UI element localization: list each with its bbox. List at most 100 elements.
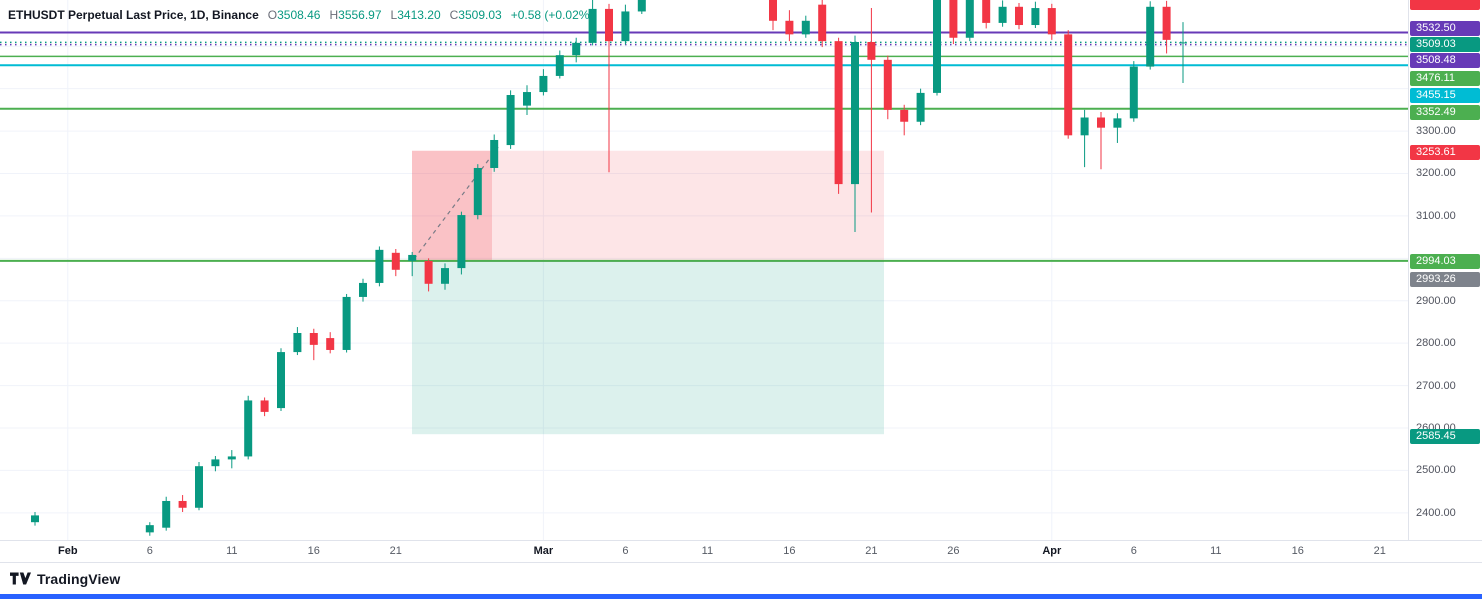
time-tick-label-16: 16 bbox=[783, 545, 796, 557]
candle-body bbox=[523, 92, 531, 106]
symbol-legend[interactable]: ETHUSDT Perpetual Last Price, 1D, Binanc… bbox=[8, 8, 593, 22]
time-tick-label-Mar: Mar bbox=[533, 545, 554, 557]
time-tick-label-Apr: Apr bbox=[1042, 545, 1062, 557]
legend-change-value: +0.58 (+0.02%) bbox=[510, 8, 594, 22]
time-tick-label-11: 11 bbox=[226, 545, 238, 557]
candle-body bbox=[588, 8, 597, 43]
candle-body bbox=[277, 352, 285, 409]
candle-body bbox=[834, 41, 843, 185]
candle-body bbox=[342, 296, 351, 350]
candles-layer bbox=[31, 0, 1187, 536]
candle-body bbox=[998, 6, 1007, 23]
candle-body bbox=[1162, 6, 1171, 40]
candle-body bbox=[1015, 6, 1023, 26]
candle-body bbox=[162, 500, 171, 528]
legend-symbol-title[interactable]: ETHUSDT Perpetual Last Price, 1D, Binanc… bbox=[8, 8, 259, 22]
candle-body bbox=[424, 260, 433, 284]
time-tick-label-11: 11 bbox=[1210, 545, 1222, 557]
candle-body bbox=[637, 0, 646, 12]
legend-open-value: 3508.46 bbox=[277, 8, 321, 22]
candle-body bbox=[621, 11, 630, 42]
candle-body bbox=[769, 0, 777, 21]
bottom-accent-bar bbox=[0, 594, 1482, 599]
candle-body bbox=[1113, 118, 1122, 128]
candle-body bbox=[867, 41, 876, 60]
candle-body bbox=[883, 59, 892, 110]
price-tick-label: 2800.00 bbox=[1416, 337, 1456, 350]
chart-pane[interactable]: ETHUSDT Perpetual Last Price, 1D, Binanc… bbox=[0, 0, 1408, 540]
candle-body bbox=[539, 75, 548, 93]
candle-body bbox=[1097, 117, 1105, 128]
price-label-badge-2993.26[interactable]: 2993.26 bbox=[1410, 272, 1480, 287]
price-lines-layer[interactable] bbox=[0, 31, 1408, 262]
price-label-badge-3509.03[interactable]: 3509.03 bbox=[1410, 37, 1480, 52]
grid-layer bbox=[0, 0, 1408, 540]
candle-body bbox=[326, 338, 335, 350]
legend-close: C3509.03 bbox=[450, 8, 502, 22]
price-label-badge-3455.15[interactable]: 3455.15 bbox=[1410, 88, 1480, 103]
legend-low-label: L bbox=[390, 8, 398, 22]
position-target-zone bbox=[412, 261, 884, 435]
legend-high: H3556.97 bbox=[329, 8, 381, 22]
price-label-badge-3476.11[interactable]: 3476.11 bbox=[1410, 71, 1480, 86]
candle-body bbox=[244, 400, 253, 457]
candle-body bbox=[818, 4, 827, 42]
time-tick-label-21: 21 bbox=[389, 545, 402, 557]
candle-body bbox=[851, 41, 859, 185]
candle-body bbox=[506, 95, 515, 146]
candle-body bbox=[1129, 66, 1138, 119]
price-tick-label: 2900.00 bbox=[1416, 294, 1456, 307]
candle-body bbox=[933, 0, 941, 93]
candle-body bbox=[441, 268, 449, 284]
price-tick-label: 3100.00 bbox=[1416, 209, 1456, 222]
legend-close-label: C bbox=[449, 8, 459, 22]
candle-body bbox=[457, 215, 466, 269]
candle-body bbox=[1047, 8, 1056, 35]
price-label-badge-3532.50[interactable]: 3532.50 bbox=[1410, 21, 1480, 36]
legend-low: L3413.20 bbox=[391, 8, 441, 22]
price-tick-label: 3200.00 bbox=[1416, 167, 1456, 180]
price-tick-label: 2500.00 bbox=[1416, 464, 1456, 477]
time-axis[interactable]: Feb 6 11 16 21 Mar 6 11 16 21 26 Apr 6 11 16 21 bbox=[0, 540, 1482, 562]
tradingview-logo[interactable]: TradingView bbox=[10, 571, 120, 587]
price-label-badge-3508.48[interactable]: 3508.48 bbox=[1410, 53, 1480, 68]
price-label-badge-3352.49[interactable]: 3352.49 bbox=[1410, 105, 1480, 120]
time-tick-label-6: 6 bbox=[1130, 545, 1137, 557]
time-tick-label-Feb: Feb bbox=[58, 545, 78, 557]
time-tick-label-16: 16 bbox=[307, 545, 320, 557]
candle-body bbox=[375, 249, 384, 283]
legend-high-value: 3556.97 bbox=[338, 8, 382, 22]
chart-canvas[interactable] bbox=[0, 0, 1408, 540]
time-tick-label-11: 11 bbox=[701, 545, 714, 557]
candle-body bbox=[1080, 117, 1089, 136]
time-tick-label-6: 6 bbox=[622, 545, 629, 557]
tradingview-logo-icon bbox=[10, 572, 31, 585]
price-tick-label: 2700.00 bbox=[1416, 379, 1456, 392]
candle-body bbox=[900, 109, 909, 122]
price-label-badge-3253.61[interactable]: 3253.61 bbox=[1410, 145, 1480, 160]
price-tick-label: 3300.00 bbox=[1416, 125, 1456, 138]
candle-body bbox=[1146, 6, 1155, 67]
legend-open-label: O bbox=[267, 8, 278, 22]
candle-body bbox=[391, 252, 400, 270]
price-label-badge-2994.03[interactable]: 2994.03 bbox=[1410, 254, 1480, 269]
time-tick-label-6: 6 bbox=[146, 545, 153, 557]
candle-body bbox=[916, 92, 925, 122]
price-label-badge-2585.45[interactable]: 2585.45 bbox=[1410, 429, 1480, 444]
candle-body bbox=[473, 167, 482, 216]
candle-body bbox=[949, 0, 958, 38]
candle-body bbox=[965, 0, 974, 38]
candle-body bbox=[359, 282, 367, 297]
candle-body bbox=[572, 42, 581, 56]
legend-high-label: H bbox=[329, 8, 339, 22]
price-axis[interactable]: 3300.00 3200.00 3100.00 2900.00 2800.00 2700.… bbox=[1408, 0, 1482, 540]
position-tool[interactable] bbox=[412, 150, 884, 435]
candle-body bbox=[1179, 42, 1187, 44]
candle-body bbox=[785, 20, 794, 35]
price-label-badge-clipped-top bbox=[1410, 0, 1480, 10]
candle-body bbox=[260, 400, 269, 412]
legend-open: O3508.46 bbox=[268, 8, 321, 22]
time-tick-label-21: 21 bbox=[865, 545, 878, 557]
candle-body bbox=[408, 254, 417, 261]
